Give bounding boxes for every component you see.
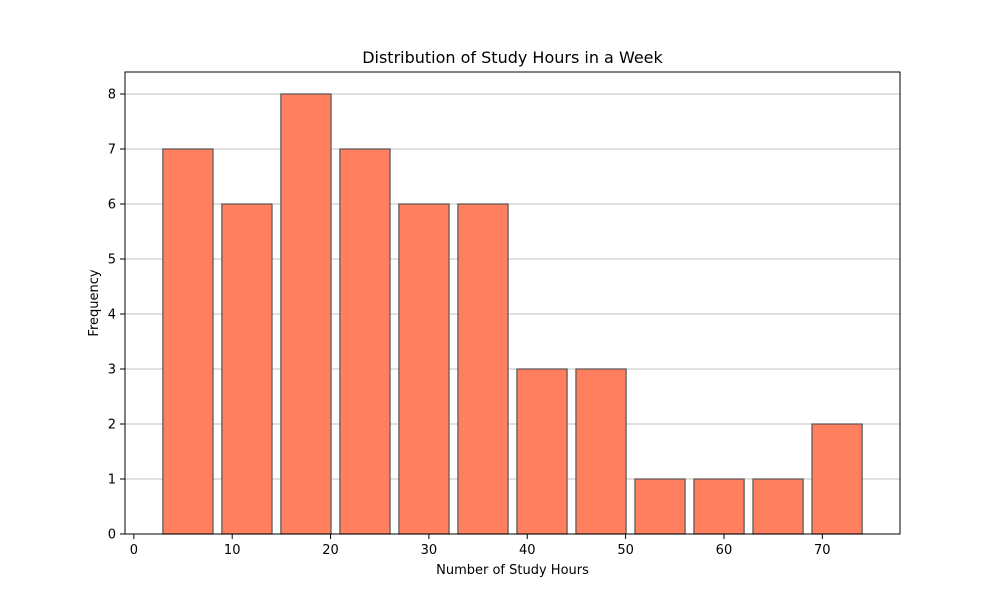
y-tick-label: 6	[108, 198, 116, 213]
bars	[162, 93, 863, 535]
axes-frame	[124, 71, 901, 535]
histogram-bar	[752, 478, 804, 535]
y-tick-label: 4	[108, 308, 116, 323]
histogram-bar	[516, 368, 568, 535]
histogram-bar	[811, 423, 863, 535]
y-tick-label: 1	[108, 473, 116, 488]
y-axis-label: Frequency	[87, 269, 102, 336]
y-tick-label: 7	[108, 143, 116, 158]
y-tick-label: 2	[108, 418, 116, 433]
histogram-bar	[221, 203, 273, 535]
y-axis-ticks: 0 1 2 3 4 5 6 7 8	[108, 88, 125, 543]
y-tick-label: 5	[108, 253, 116, 268]
histogram-bar	[280, 93, 332, 535]
x-axis-ticks: 0 10 20 30 40 50 60 70	[130, 534, 831, 558]
x-tick-label: 60	[716, 543, 733, 558]
x-tick-label: 30	[421, 543, 438, 558]
y-tick-label: 8	[108, 88, 116, 103]
x-tick-label: 50	[617, 543, 634, 558]
histogram-bar	[398, 203, 450, 535]
histogram-bar	[162, 148, 214, 535]
x-tick-label: 40	[519, 543, 536, 558]
x-tick-label: 20	[322, 543, 339, 558]
chart-title: Distribution of Study Hours in a Week	[362, 48, 663, 67]
y-tick-label: 3	[108, 363, 116, 378]
x-axis-label: Number of Study Hours	[436, 563, 589, 578]
x-tick-label: 10	[224, 543, 241, 558]
histogram-bar	[693, 478, 745, 535]
x-tick-label: 70	[814, 543, 831, 558]
y-tick-label: 0	[108, 528, 116, 543]
histogram-bar	[457, 203, 509, 535]
x-tick-label: 0	[130, 543, 138, 558]
histogram-bar	[339, 148, 391, 535]
histogram-bar	[575, 368, 627, 535]
histogram-bar	[634, 478, 686, 535]
